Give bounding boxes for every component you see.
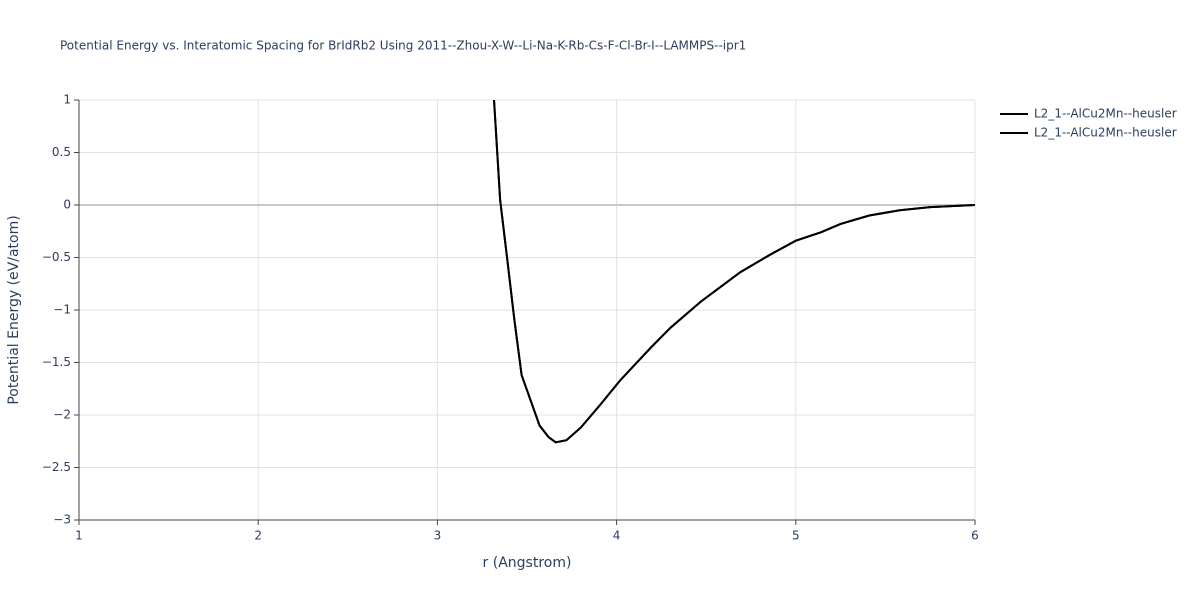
y-axis-title: Potential Energy (eV/atom) — [6, 215, 22, 404]
y-tick-label: 0.5 — [52, 145, 71, 159]
series-line — [493, 100, 975, 444]
y-tick-label: 1 — [63, 93, 71, 107]
y-tick-label: −3 — [53, 513, 71, 527]
x-tick-label: 5 — [792, 529, 800, 543]
legend-label: L2_1--AlCu2Mn--heusler — [1034, 107, 1177, 121]
y-tick-label: 0 — [63, 198, 71, 212]
y-tick-label: −2.5 — [42, 460, 71, 474]
x-tick-label: 2 — [254, 529, 262, 543]
series-line — [493, 100, 975, 444]
y-tick-label: −1.5 — [42, 355, 71, 369]
x-tick-label: 4 — [613, 529, 621, 543]
x-tick-label: 6 — [971, 529, 979, 543]
y-tick-label: −1 — [53, 303, 71, 317]
chart-title: Potential Energy vs. Interatomic Spacing… — [60, 39, 746, 53]
x-tick-label: 3 — [434, 529, 442, 543]
legend-label: L2_1--AlCu2Mn--heusler — [1034, 126, 1177, 140]
y-tick-label: −2 — [53, 408, 71, 422]
x-axis-title: r (Angstrom) — [483, 555, 572, 571]
y-tick-label: −0.5 — [42, 250, 71, 264]
plot-area — [493, 100, 975, 444]
x-tick-label: 1 — [75, 529, 83, 543]
